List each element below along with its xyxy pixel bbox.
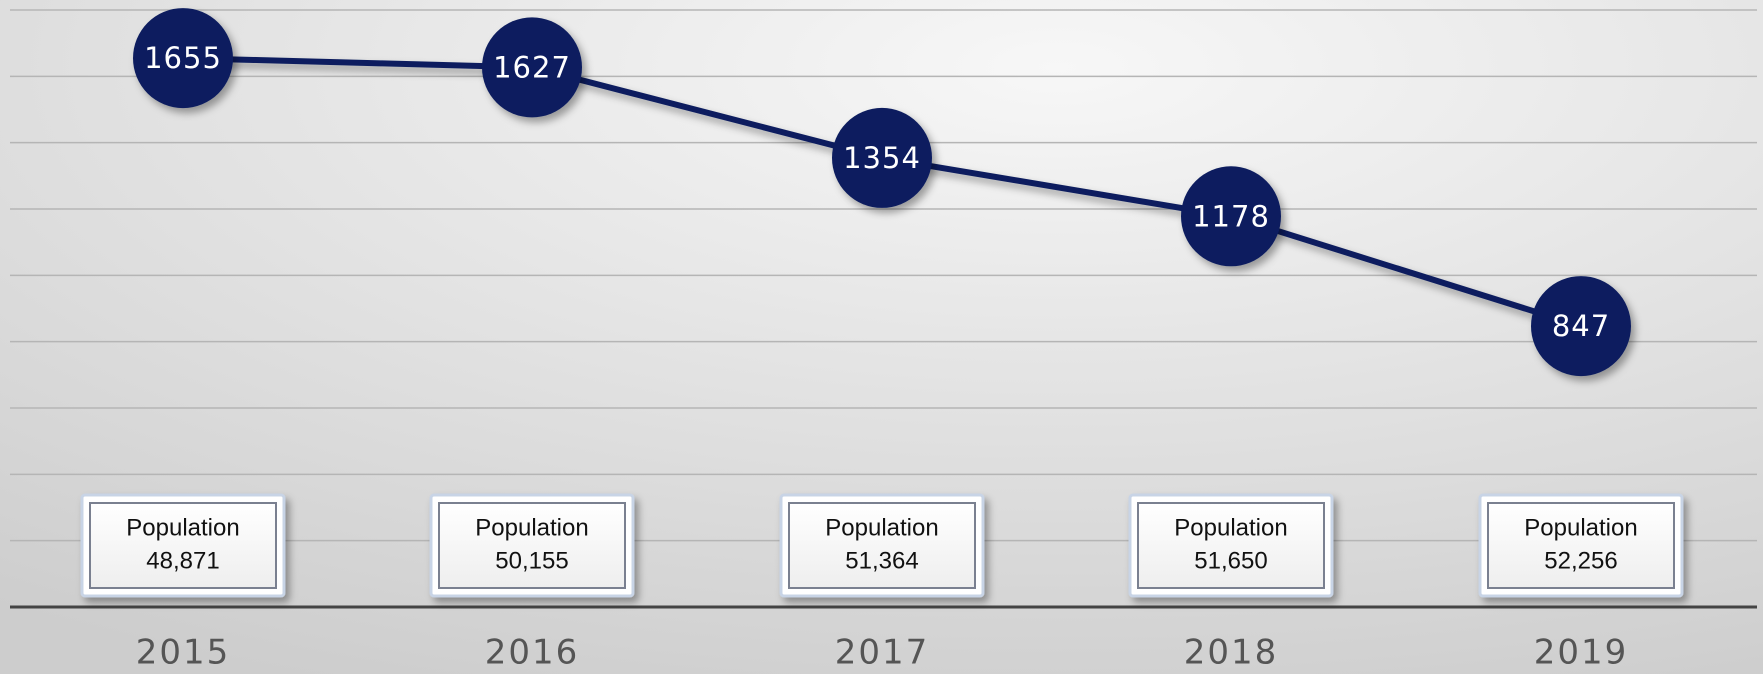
- annotation-label: Population: [1524, 514, 1637, 541]
- point: [1531, 276, 1631, 377]
- point: [133, 8, 233, 109]
- annotation-value: 51,364: [845, 547, 918, 574]
- annotation-label: Population: [1174, 514, 1287, 541]
- plot: 2015 2016 2017 2018 2019 1655 1627 1354 1178 847: [133, 8, 1631, 673]
- x-tick-label: 2019: [1534, 633, 1629, 673]
- annotation-value: 52,256: [1544, 547, 1617, 574]
- annotation-inner: [438, 502, 626, 589]
- annotation-inner: [1137, 502, 1325, 589]
- x-tick-label: 2015: [136, 633, 231, 673]
- point: [832, 107, 932, 208]
- annotation-value: 51,650: [1194, 547, 1267, 574]
- annotation-inner: [89, 502, 277, 589]
- point: [1181, 166, 1281, 267]
- annotations: Population 48,871 Population 50,155 Populati…: [80, 493, 1684, 598]
- annotation-label: Population: [126, 514, 239, 541]
- x-tick-label: 2018: [1184, 633, 1279, 673]
- data-label: 1655: [144, 41, 222, 75]
- data-label: 1627: [493, 50, 571, 84]
- data-label: 1178: [1192, 199, 1270, 233]
- x-tick-label: 2016: [485, 633, 580, 673]
- annotation-label: Population: [475, 514, 588, 541]
- annotation-inner: [1487, 502, 1675, 589]
- x-tick-label: 2017: [835, 633, 930, 673]
- annotation-value: 48,871: [146, 547, 219, 574]
- annotation-inner: [788, 502, 976, 589]
- annotation-value: 50,155: [495, 547, 568, 574]
- data-label: 1354: [843, 141, 921, 175]
- annotation-label: Population: [825, 514, 938, 541]
- data-label: 847: [1552, 309, 1610, 343]
- point: [482, 17, 582, 118]
